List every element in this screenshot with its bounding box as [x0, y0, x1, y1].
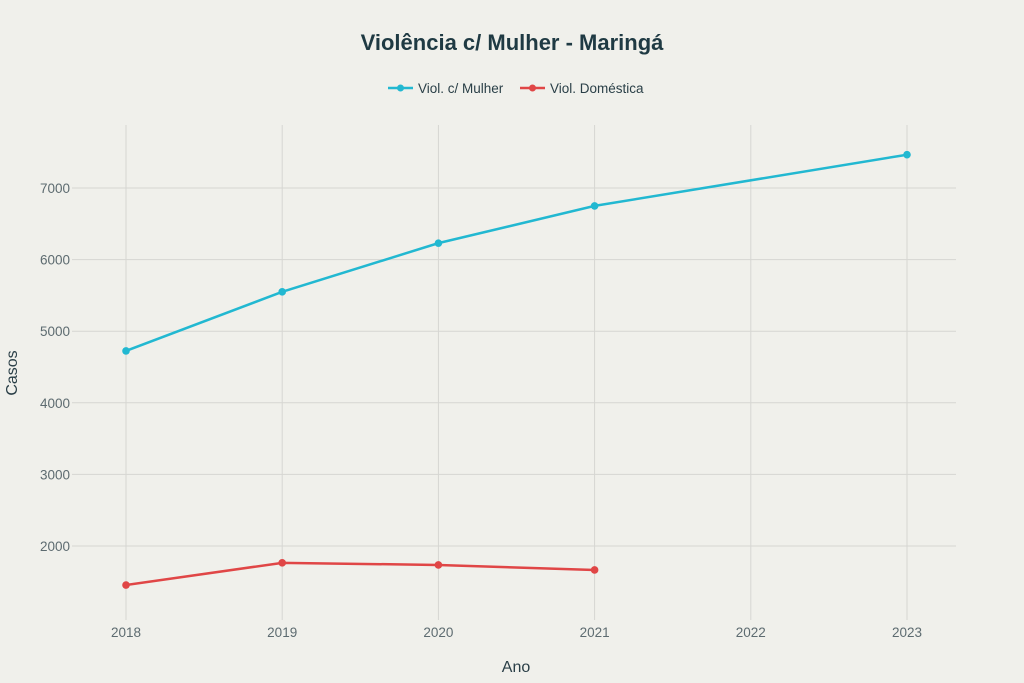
- y-axis-ticks: 2000 3000 4000 5000 6000 7000: [40, 181, 70, 554]
- data-point[interactable]: [434, 561, 443, 569]
- y-axis-label: Casos: [4, 350, 21, 395]
- legend-label: Viol. Doméstica: [550, 81, 644, 96]
- x-tick-label: 2021: [580, 625, 610, 640]
- y-tick-label: 2000: [40, 539, 70, 554]
- legend[interactable]: Viol. c/ Mulher Viol. Doméstica: [388, 81, 644, 96]
- data-point[interactable]: [434, 239, 443, 247]
- chart-title: Violência c/ Mulher - Maringá: [361, 30, 665, 55]
- legend-marker: [529, 84, 536, 92]
- legend-item[interactable]: Viol. Doméstica: [520, 81, 644, 96]
- y-tick-label: 5000: [40, 324, 70, 339]
- y-tick-label: 6000: [40, 253, 70, 268]
- x-axis-ticks: 2018 2019 2020 2021 2022 2023: [111, 625, 922, 640]
- x-tick-label: 2020: [423, 625, 453, 640]
- series-line: [125, 153, 908, 353]
- data-point[interactable]: [122, 581, 130, 589]
- grid: [72, 125, 956, 620]
- series-layer: [122, 150, 911, 589]
- series-line: [125, 561, 595, 587]
- y-tick-label: 3000: [40, 467, 70, 482]
- data-point[interactable]: [590, 202, 599, 210]
- y-tick-label: 7000: [40, 181, 70, 196]
- data-point[interactable]: [590, 566, 599, 574]
- data-point[interactable]: [903, 150, 911, 159]
- data-point[interactable]: [278, 288, 287, 296]
- x-tick-label: 2019: [267, 625, 297, 640]
- legend-label: Viol. c/ Mulher: [418, 81, 504, 96]
- data-point[interactable]: [122, 347, 130, 355]
- legend-marker: [397, 84, 404, 92]
- x-axis-label: Ano: [502, 659, 531, 676]
- y-tick-label: 4000: [40, 396, 70, 411]
- data-point[interactable]: [278, 559, 287, 567]
- x-tick-label: 2022: [736, 625, 766, 640]
- legend-item[interactable]: Viol. c/ Mulher: [388, 81, 504, 96]
- x-tick-label: 2023: [892, 625, 922, 640]
- x-tick-label: 2018: [111, 625, 141, 640]
